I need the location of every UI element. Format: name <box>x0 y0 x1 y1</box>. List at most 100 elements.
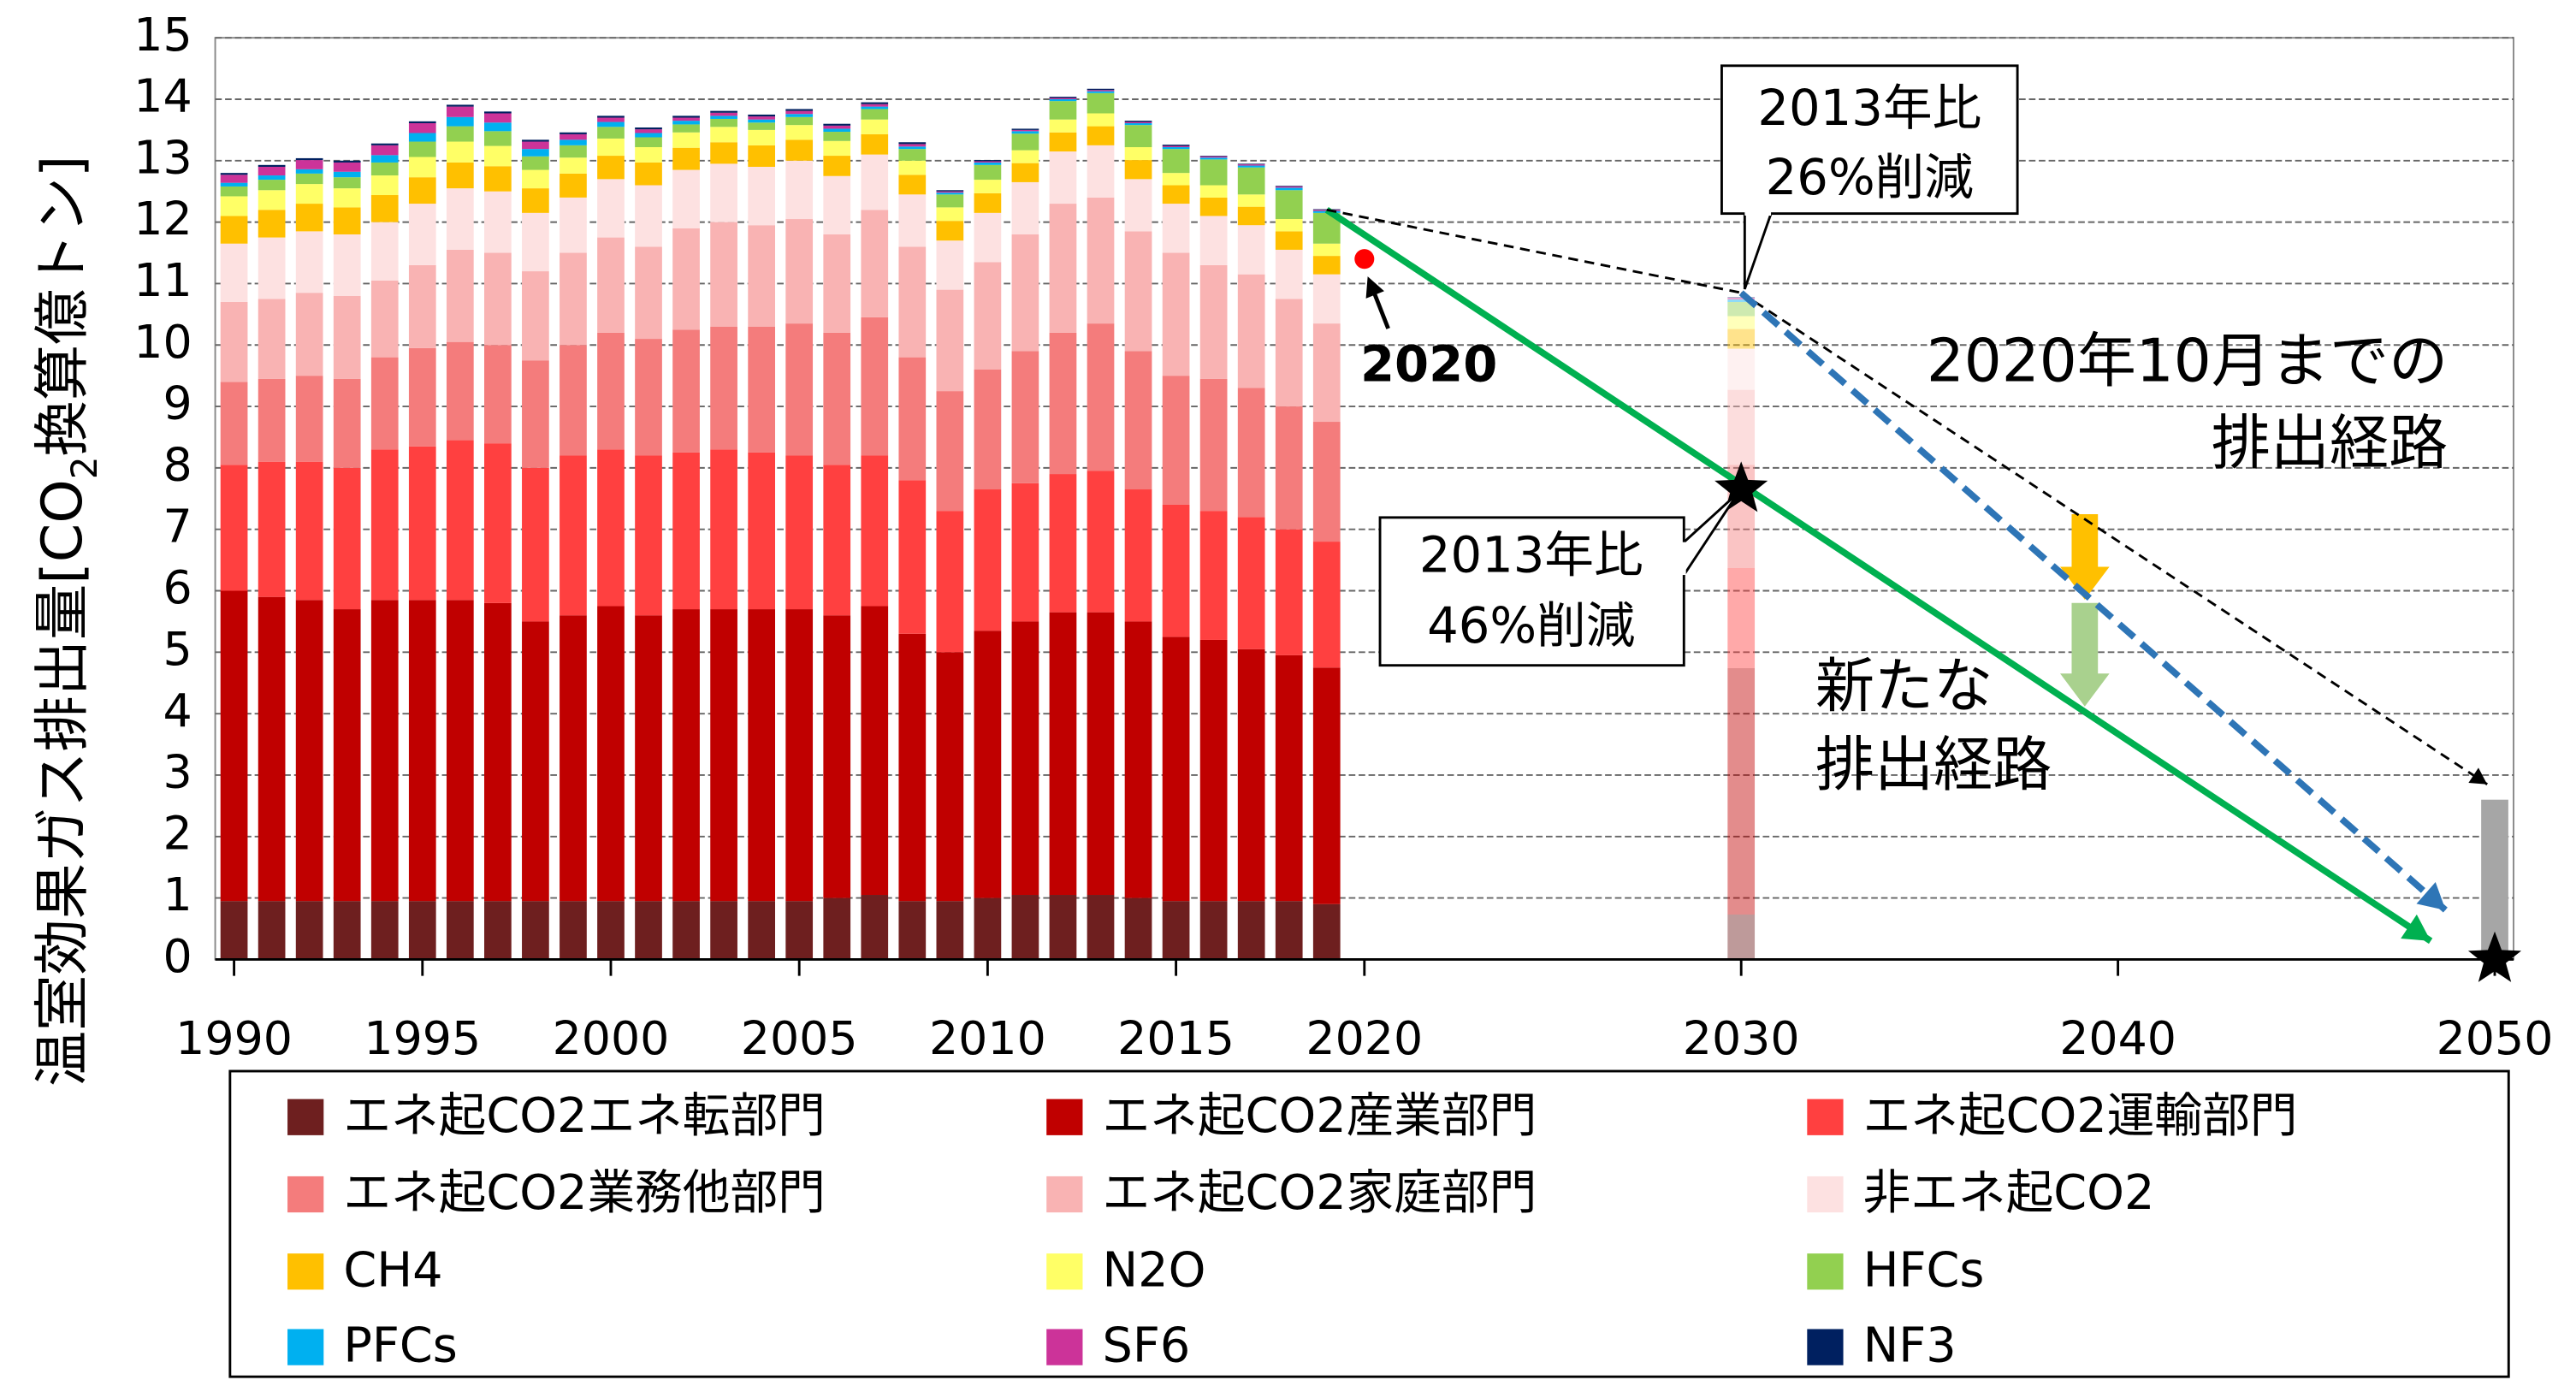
bar-segment <box>295 160 323 169</box>
bar-segment <box>1087 91 1115 93</box>
bar-segment <box>408 446 436 601</box>
y-tick-label: 10 <box>133 315 192 369</box>
bar-segment <box>597 138 625 157</box>
y-tick-label: 1 <box>163 868 192 921</box>
bar-segment <box>597 156 625 180</box>
bar-segment <box>1011 133 1039 151</box>
bar-segment <box>408 121 436 123</box>
bar-segment <box>560 157 587 174</box>
bar-segment <box>220 243 248 302</box>
bar-segment <box>1049 119 1077 133</box>
bar-segment <box>295 157 323 161</box>
bar-segment <box>1199 159 1228 186</box>
bar-segment <box>1727 567 1756 669</box>
bar-segment <box>1162 901 1190 960</box>
line-layer <box>1324 207 2522 982</box>
x-tick-label: 2015 <box>1117 1011 1235 1065</box>
x-tick-label: 1990 <box>175 1011 293 1065</box>
bar-segment <box>1087 113 1115 127</box>
bar-segment <box>1124 121 1152 123</box>
bar-segment <box>748 122 775 130</box>
bar-segment <box>1162 376 1190 505</box>
bar-segment <box>823 615 851 898</box>
bar-segment <box>484 901 512 960</box>
bar-segment <box>672 169 700 228</box>
bar-segment <box>861 133 889 155</box>
bar-segment <box>898 246 927 358</box>
bar-segment <box>295 169 323 174</box>
bar-segment <box>220 216 248 244</box>
bar-segment <box>1162 637 1190 902</box>
legend-label: エネ起CO2エネ転部門 <box>343 1088 826 1144</box>
bar-segment <box>1312 274 1341 324</box>
bar-segment <box>785 323 814 456</box>
bar-segment <box>220 465 248 591</box>
bar-segment <box>560 133 587 140</box>
legend-label: エネ起CO2産業部門 <box>1103 1088 1537 1144</box>
bar-segment <box>823 128 851 133</box>
star-point <box>1714 461 1768 512</box>
bar-segment <box>1312 243 1341 257</box>
bar-segment <box>597 606 625 902</box>
bar-segment <box>597 179 625 238</box>
bar-segment <box>522 139 549 142</box>
bar-segment <box>1199 511 1228 640</box>
bar-segment <box>1199 197 1228 216</box>
bar-segment <box>974 212 1002 263</box>
bar-segment <box>785 109 814 111</box>
bar-segment <box>1275 187 1303 191</box>
bar-segment <box>898 357 927 481</box>
bar-segment <box>823 234 851 333</box>
legend-swatch <box>1046 1329 1083 1365</box>
bar-segment <box>898 149 927 161</box>
bar-segment <box>635 339 662 456</box>
bar-segment <box>408 133 436 142</box>
bar-segment <box>484 111 512 114</box>
bar-segment <box>258 461 286 597</box>
bar-segment <box>1087 197 1115 324</box>
bar-segment <box>1199 639 1228 902</box>
bar-segment <box>597 237 625 333</box>
bar-segment <box>823 125 851 129</box>
bar-segment <box>1087 323 1115 471</box>
bar-segment <box>1199 216 1228 265</box>
bar-segment <box>258 164 286 167</box>
bar-segment <box>295 231 323 293</box>
bar-segment <box>370 449 399 601</box>
bar-segment <box>1237 225 1265 275</box>
bar-segment <box>484 131 512 146</box>
bar-segment <box>484 443 512 603</box>
bar-segment <box>1275 186 1303 187</box>
legend-swatch <box>1046 1176 1083 1213</box>
bar-segment <box>1162 504 1190 637</box>
bar-segment <box>672 329 700 453</box>
bar-segment <box>295 376 323 462</box>
y-tick-label: 4 <box>163 684 192 737</box>
bar-segment <box>258 901 286 960</box>
bar-segment <box>936 901 964 960</box>
bar-segment <box>635 901 662 960</box>
bar-segment <box>446 188 474 250</box>
bar-segment <box>1011 150 1039 163</box>
bar-segment <box>370 145 399 156</box>
bar-segment <box>1275 299 1303 407</box>
bar-segment <box>1237 164 1265 166</box>
bar-segment <box>1237 163 1265 165</box>
bar-segment <box>1727 297 1756 298</box>
bar-segment <box>258 210 286 238</box>
bar-segment <box>333 234 361 296</box>
pathway-line <box>1326 208 1742 294</box>
bar-segment <box>522 621 549 902</box>
x-tick-label: 2040 <box>2059 1011 2176 1065</box>
legend-label: N2O <box>1103 1242 1206 1298</box>
bar-segment <box>1199 185 1228 198</box>
bar-segment <box>861 210 889 317</box>
y-tick-label: 14 <box>133 69 192 123</box>
y-tick-label: 7 <box>163 499 192 553</box>
bar-segment <box>1312 256 1341 275</box>
bar-segment <box>220 173 248 175</box>
bar-segment <box>333 609 361 902</box>
bar-segment <box>1124 897 1152 960</box>
bar-segment <box>635 246 662 340</box>
